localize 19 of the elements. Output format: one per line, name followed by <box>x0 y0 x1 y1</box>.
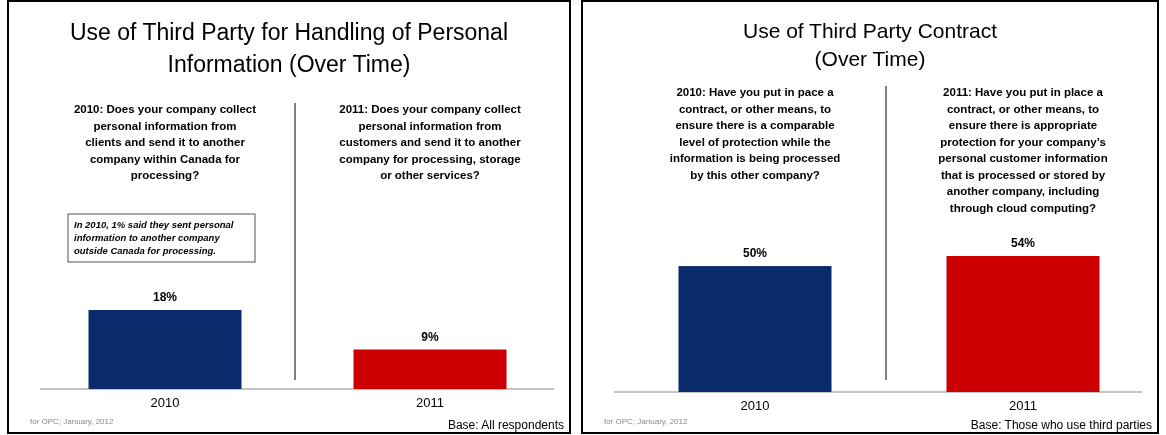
x-tick-label: 2010 <box>150 395 180 410</box>
x-tick-label: 2010 <box>740 398 770 413</box>
text: 2011: Have you put in place a contract, or other means, to ensure there is appropriate protection for your company’s personal customer information that is processed or stored by another company, including through cloud computing? <box>938 86 1108 214</box>
x-tick-label: 2011 <box>416 395 444 410</box>
data-label: 9% <box>421 329 439 344</box>
text: 2010: Have you put in pace a contract, or other means, to ensure there is a comparable level of protection while the information is being processed by this other company? <box>669 86 841 181</box>
text: Base: All respondents <box>447 418 564 432</box>
text: for OPC; January, 2012 <box>30 417 114 426</box>
text: Base: Those who use third parties <box>970 418 1152 432</box>
text: 2010: Does your company collect personal information from clients and send it to another company within Canada for processing? <box>73 103 257 181</box>
text: In 2010, 1% said they sent personal information to another company outside Canada for processing. <box>74 219 234 256</box>
text: 2011: Does your company collect personal information from customers and send it to another company for processing, storage or other services? <box>339 103 522 181</box>
x-tick-label: 2011 <box>1009 398 1037 413</box>
data-label: 50% <box>742 246 768 261</box>
text: for OPC; January, 2012 <box>604 417 688 426</box>
chart-title: Use of Third Party for Handling of Personal Information (Over Time) <box>69 19 509 77</box>
data-label: 18% <box>152 290 178 304</box>
chart-title: Use of Third Party Contract (Over Time) <box>742 19 998 70</box>
data-label: 54% <box>1010 236 1036 250</box>
